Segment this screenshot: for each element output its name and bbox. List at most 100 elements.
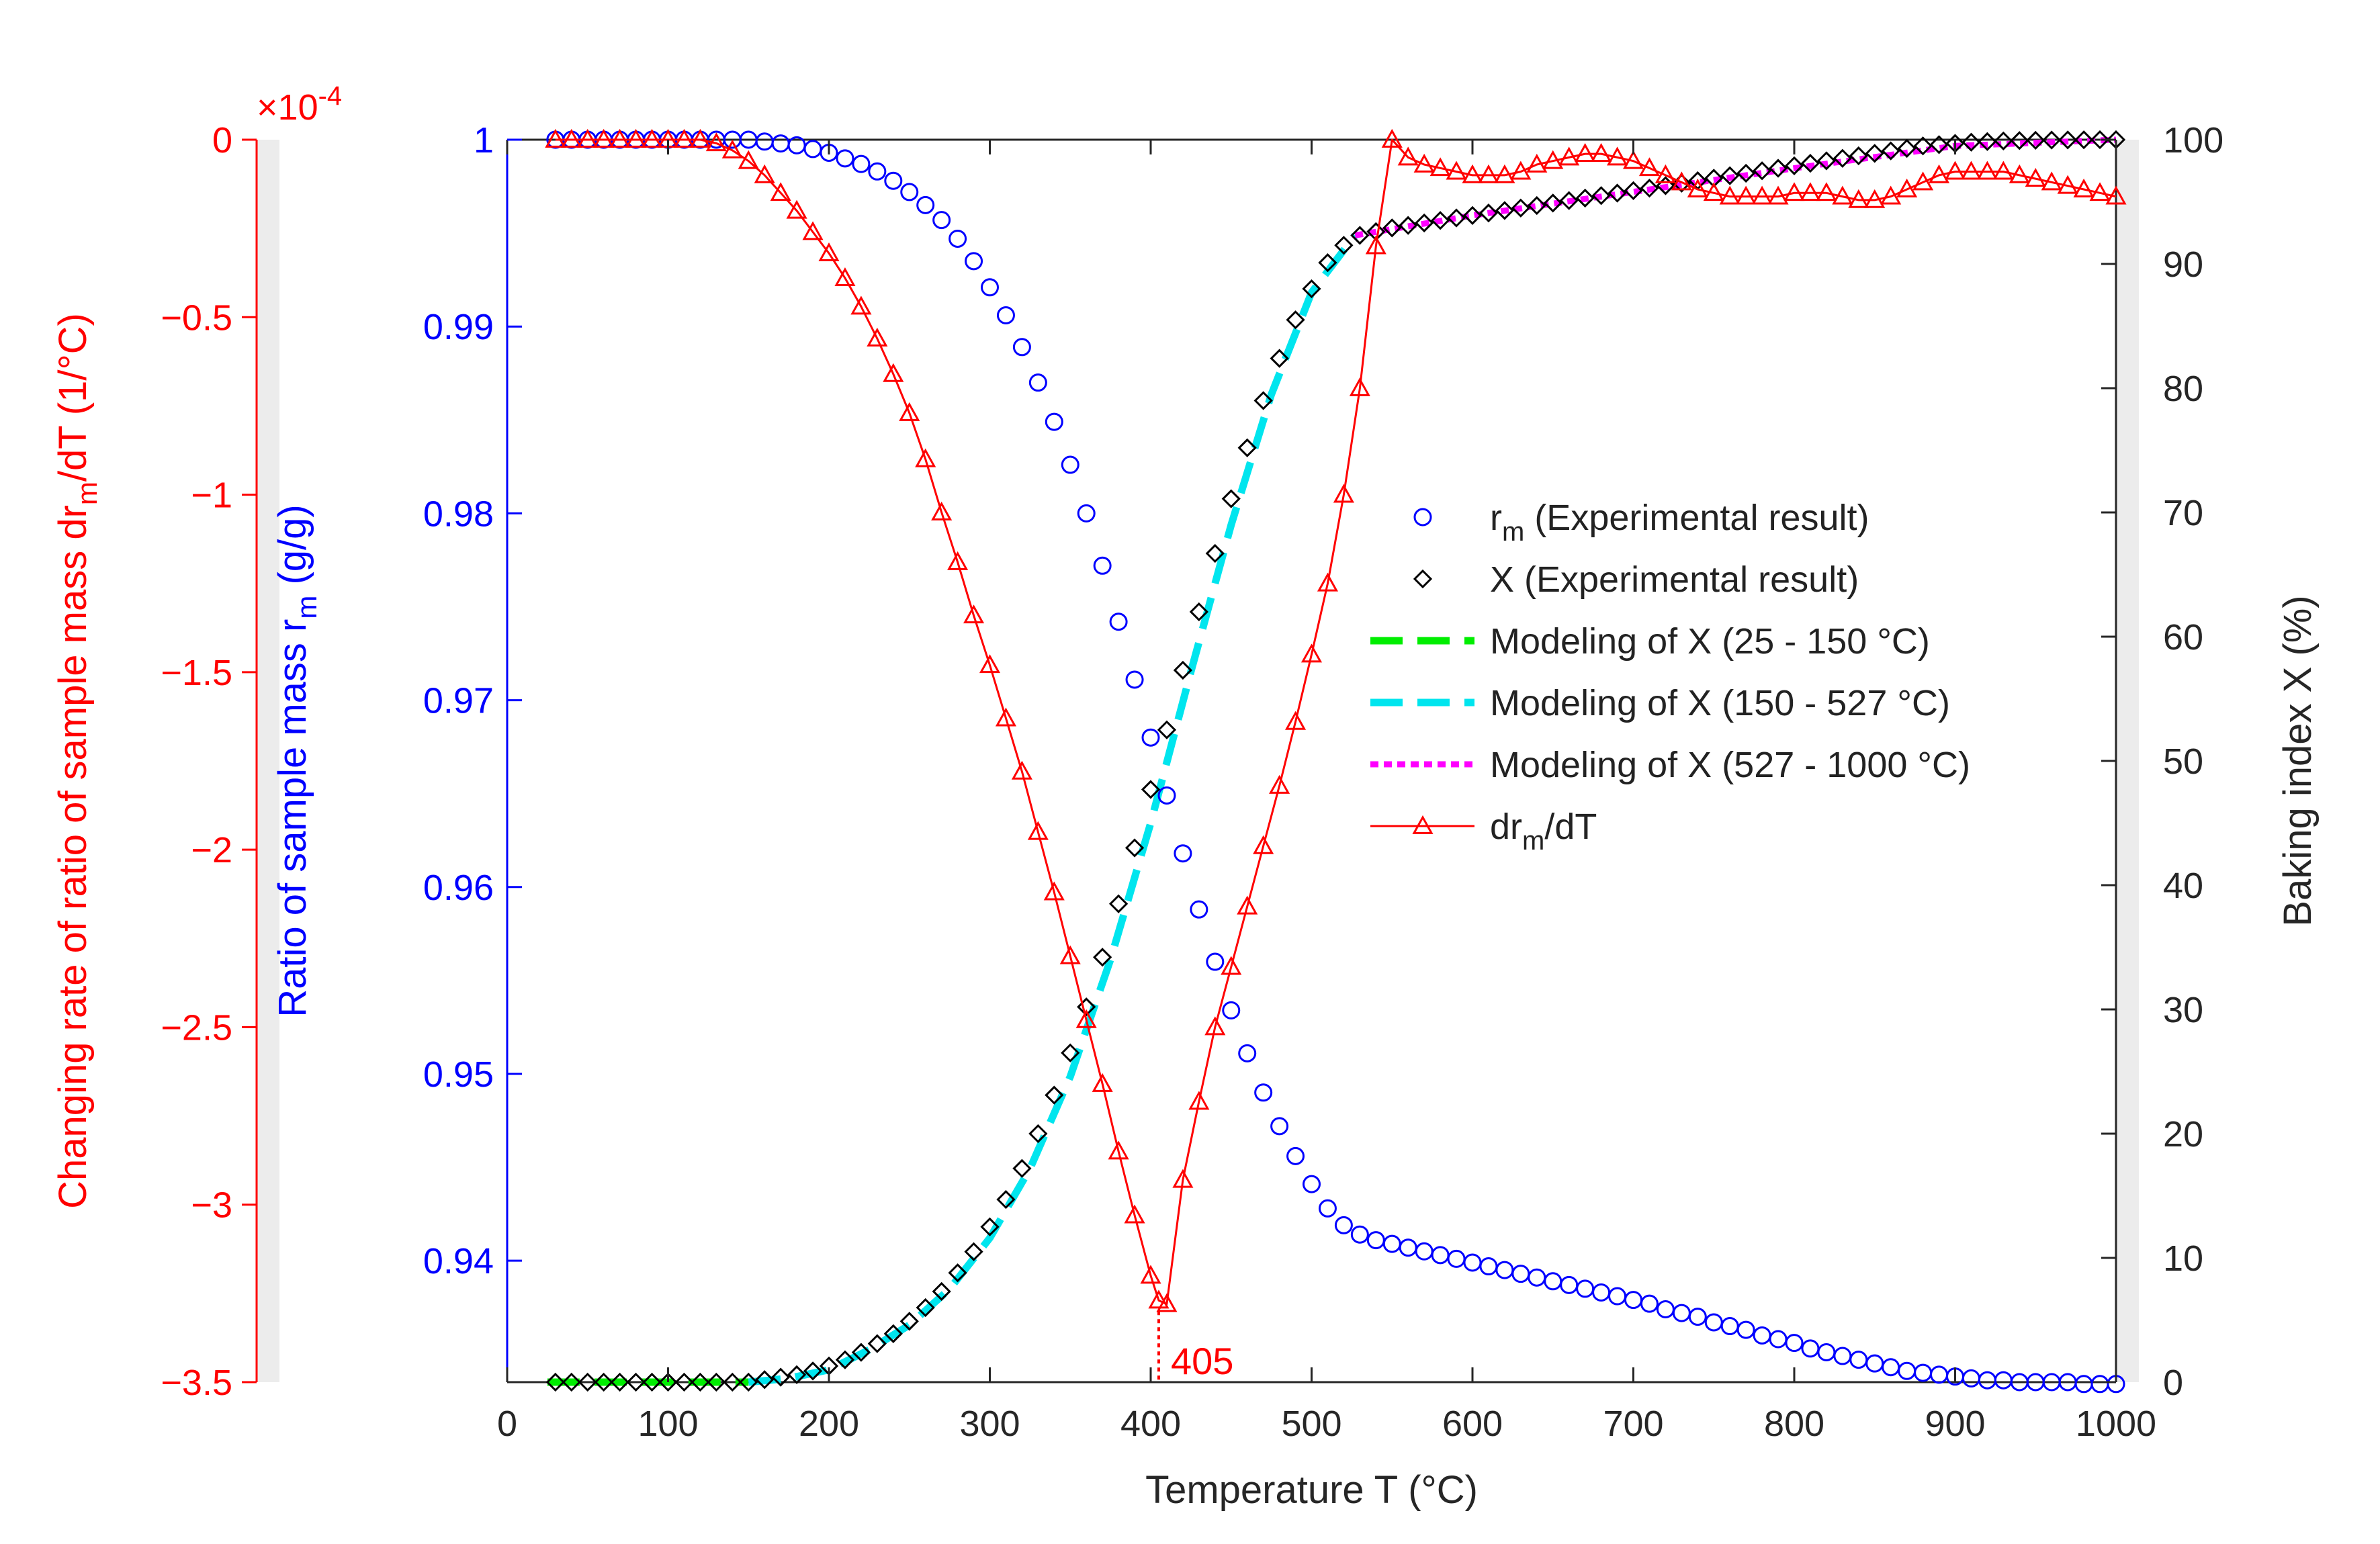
- data-point: [980, 1217, 1000, 1236]
- data-point: [965, 252, 983, 271]
- data-point: [1864, 189, 1886, 208]
- data-point: [1494, 164, 1515, 183]
- data-point: [1206, 952, 1225, 971]
- data-point: [1542, 150, 1564, 169]
- drm-tick-label: −1.5: [161, 653, 232, 693]
- x-tick-label: 400: [1120, 1404, 1181, 1444]
- right-axis-band: [2116, 140, 2139, 1382]
- data-point: [626, 1372, 646, 1392]
- x-index-tick-label: 10: [2163, 1238, 2203, 1279]
- data-point: [1317, 572, 1338, 592]
- data-point: [2090, 130, 2110, 150]
- data-point: [850, 296, 872, 315]
- legend-marker: [1412, 815, 1434, 834]
- drm-tick-label: −3.5: [161, 1363, 232, 1403]
- data-point: [932, 1281, 951, 1302]
- x-index-tick-label: 80: [2163, 369, 2203, 409]
- data-point: [836, 149, 854, 168]
- data-point: [2105, 185, 2127, 205]
- data-point: [1495, 201, 1515, 220]
- data-point: [1640, 1294, 1659, 1313]
- data-point: [578, 1372, 597, 1392]
- data-point: [1399, 216, 1418, 235]
- data-point: [1413, 153, 1435, 173]
- data-point: [1736, 163, 1756, 183]
- data-point: [1881, 141, 1900, 161]
- data-point: [1929, 164, 1950, 183]
- data-point: [594, 1372, 613, 1392]
- data-point: [1318, 1199, 1337, 1218]
- series-line: [748, 233, 1358, 1386]
- data-point: [593, 128, 615, 148]
- axis-labels: 0 100 200 300 400 500 600 700 800 900 100010.990.9…: [51, 81, 2320, 1512]
- data-point: [803, 1361, 823, 1381]
- data-point: [770, 182, 791, 201]
- rm-tick-label: 0.99: [423, 307, 494, 347]
- data-point: [916, 1298, 935, 1318]
- data-point: [1061, 1043, 1080, 1062]
- data-point: [1688, 1308, 1707, 1326]
- data-point: [755, 1370, 775, 1390]
- data-point: [1816, 151, 1837, 171]
- data-point: [949, 229, 967, 248]
- data-point: [1816, 182, 1837, 201]
- data-point: [1028, 1124, 1048, 1144]
- data-point: [707, 1372, 726, 1392]
- data-point: [1735, 185, 1757, 205]
- data-point: [1108, 894, 1129, 913]
- data-point: [2074, 130, 2094, 150]
- x-index-tick-label: 50: [2163, 741, 2203, 782]
- data-point: [1285, 711, 1307, 730]
- data-point: [852, 154, 871, 173]
- data-point: [723, 1372, 742, 1392]
- data-point: [1591, 143, 1612, 163]
- data-point: [900, 183, 919, 201]
- data-point: [1108, 1140, 1129, 1160]
- data-point: [996, 1189, 1016, 1210]
- data-point: [1303, 1175, 1321, 1193]
- data-point: [1077, 504, 1096, 523]
- data-point: [2041, 171, 2062, 191]
- data-point: [1768, 158, 1788, 178]
- data-point: [802, 221, 824, 240]
- data-point: [1045, 412, 1063, 431]
- rm-tick-label: 0.94: [423, 1241, 494, 1281]
- data-point: [1896, 178, 1918, 197]
- data-point: [562, 1372, 581, 1392]
- data-point: [1365, 235, 1386, 255]
- drm-tick-label: −0.5: [161, 298, 232, 338]
- annotation-label: 405: [1171, 1340, 1233, 1382]
- data-point: [1124, 1204, 1145, 1224]
- data-point: [1011, 760, 1032, 780]
- legend-marker: [1413, 569, 1433, 589]
- x-axis-title: Temperature T (°C): [1145, 1468, 1478, 1512]
- data-point: [1992, 161, 2014, 180]
- series-1: [545, 130, 2126, 1392]
- data-point: [1190, 900, 1208, 919]
- data-point: [674, 1372, 694, 1392]
- data-point: [1833, 148, 1852, 168]
- data-point: [1333, 484, 1354, 503]
- data-point: [1077, 997, 1096, 1017]
- data-point: [2026, 130, 2045, 150]
- data-point: [738, 150, 759, 169]
- data-point: [1222, 1001, 1241, 1019]
- data-point: [835, 1350, 855, 1369]
- data-point: [1221, 956, 1242, 975]
- data-point: [1446, 161, 1467, 180]
- data-point: [1736, 1320, 1755, 1339]
- data-point: [1785, 1334, 1804, 1353]
- data-point: [1059, 945, 1081, 964]
- data-point: [995, 707, 1016, 727]
- data-point: [1109, 612, 1128, 631]
- data-point: [1832, 185, 1853, 205]
- drm-axis-title: Changing rate of ratio of sample mass dr…: [51, 313, 103, 1209]
- data-point: [1607, 183, 1627, 203]
- data-point: [1286, 310, 1305, 330]
- drm-tick-label: −2.5: [161, 1007, 232, 1048]
- data-point: [739, 1372, 758, 1392]
- legend-label: Modeling of X (25 - 150 °C): [1490, 621, 1930, 662]
- data-point: [1093, 948, 1112, 967]
- data-point: [1655, 164, 1676, 183]
